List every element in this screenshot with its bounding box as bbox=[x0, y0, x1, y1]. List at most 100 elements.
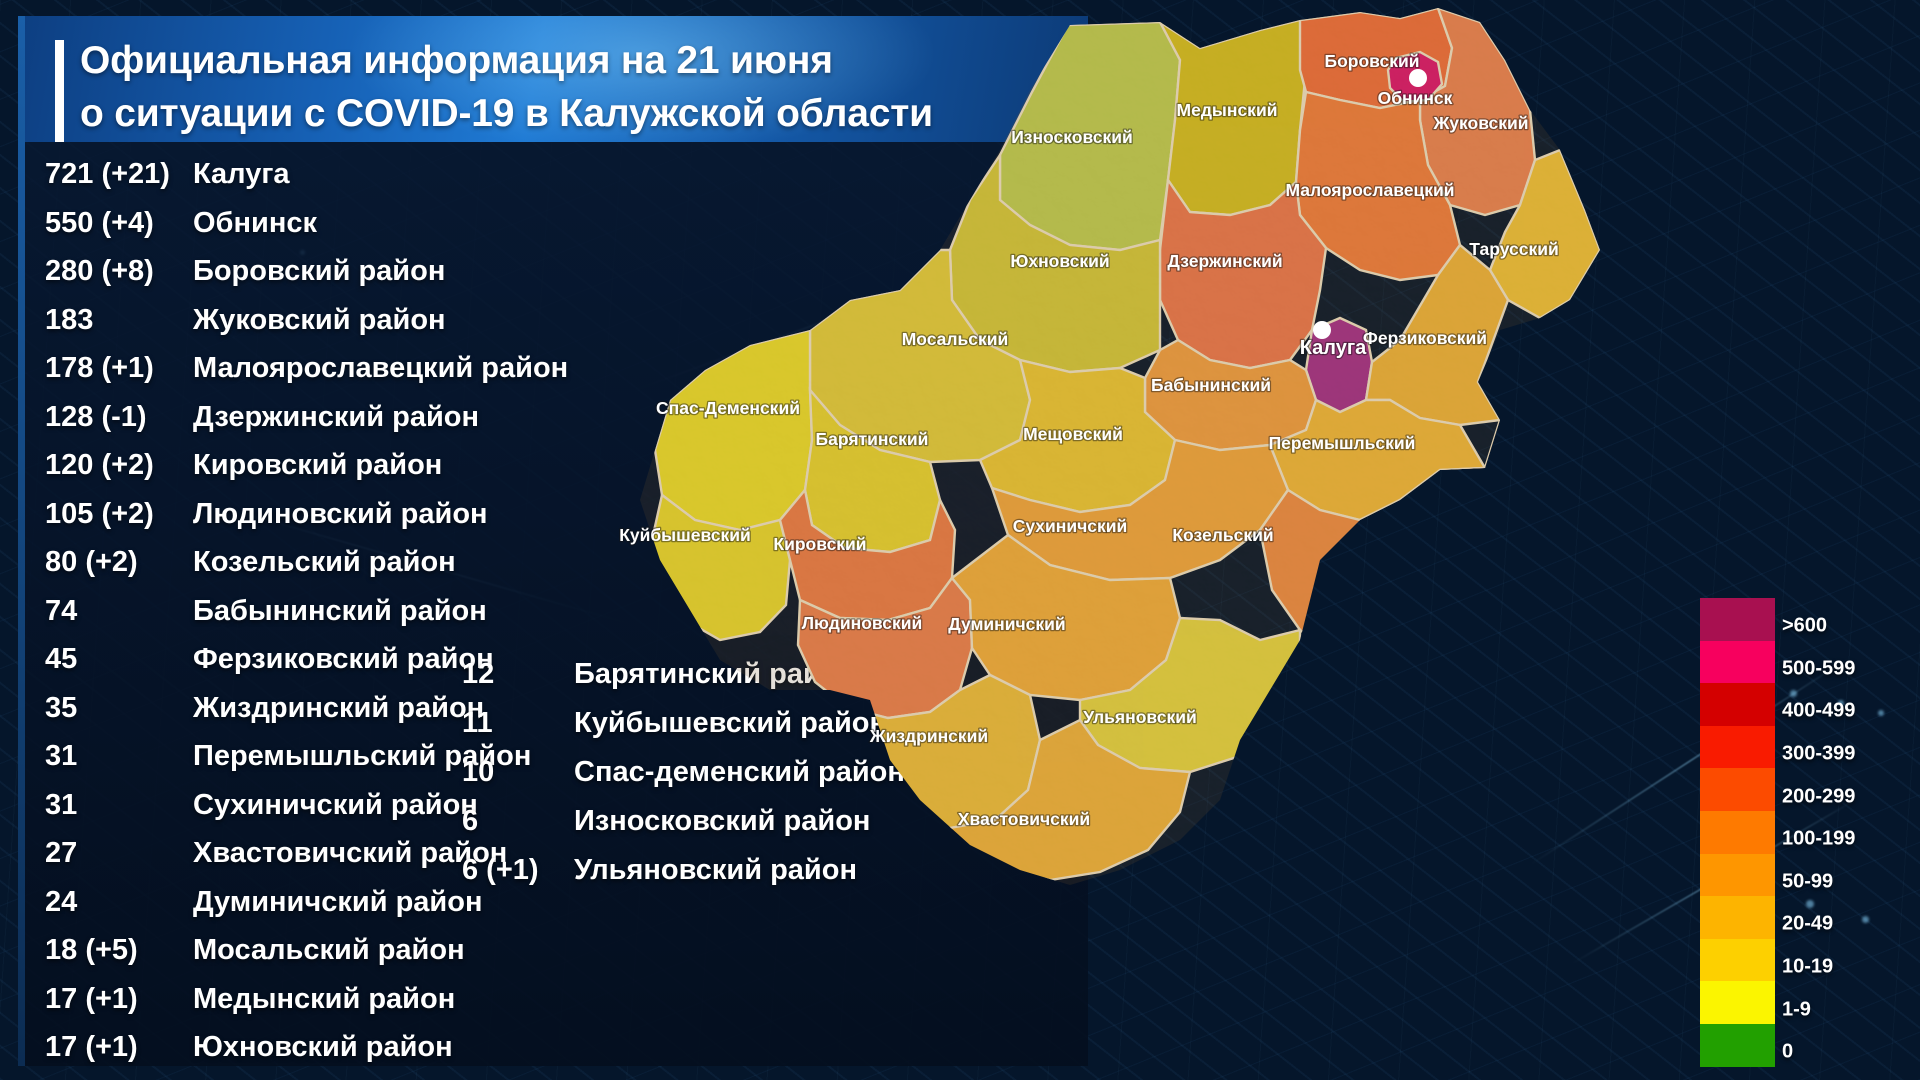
stats-count: 120 (+2) bbox=[45, 449, 154, 481]
stats-district-name: Ульяновский район bbox=[574, 854, 857, 886]
legend-row: 20-49 bbox=[1700, 896, 1900, 939]
stats-count: 6 (+1) bbox=[462, 854, 539, 886]
legend-row: 0 bbox=[1700, 1023, 1900, 1067]
stats-row: 80 (+2) Козельский район bbox=[45, 538, 565, 587]
legend-row: 10-19 bbox=[1700, 938, 1900, 982]
district-label: Перемышльский bbox=[1269, 433, 1416, 453]
stats-district-name: Козельский район bbox=[193, 546, 456, 578]
stats-district-name: Спас-деменский район bbox=[574, 756, 905, 788]
district-labels: Износковский Медынский Боровский Обнинск Жук… bbox=[618, 50, 1560, 831]
map-legend: >600 500-599 400-499 300-399 200-299 100-199 5… bbox=[1700, 598, 1900, 1070]
stats-count: 15 (+5) bbox=[45, 1072, 193, 1080]
city-markers bbox=[1313, 69, 1427, 339]
district-label: Жиздринский bbox=[869, 726, 988, 746]
panel-left-accent-bar bbox=[18, 16, 25, 1066]
stats-row: 6 (+1) Ульяновский район bbox=[462, 846, 1062, 895]
stats-count: 183 bbox=[45, 303, 94, 336]
legend-label: 400-499 bbox=[1782, 699, 1856, 722]
legend-label: 1-9 bbox=[1782, 998, 1811, 1021]
legend-color-swatch bbox=[1700, 768, 1775, 811]
legend-color-swatch bbox=[1700, 598, 1775, 641]
district-label: Людиновский bbox=[802, 613, 922, 633]
stats-district-name: Обнинск bbox=[193, 206, 317, 239]
legend-row: 300-399 bbox=[1700, 725, 1900, 769]
district-label: Спас-Деменский bbox=[656, 398, 800, 418]
stats-district-name: Жиздринский район bbox=[193, 691, 485, 724]
stats-row: 183 Жуковский район bbox=[45, 296, 565, 345]
stats-district-name: Думиничский район bbox=[193, 885, 483, 918]
stats-row: 74 Бабынинский район bbox=[45, 587, 565, 636]
stats-district-name: Жуковский район bbox=[193, 303, 446, 336]
stats-row: 31 Перемышльский район bbox=[45, 732, 565, 781]
stats-row: 24 Думиничский район bbox=[45, 878, 565, 927]
title-line-1: Официальная информация на 21 июня bbox=[80, 39, 833, 82]
stats-row: 11 Куйбышевский район bbox=[462, 699, 1062, 748]
legend-color-swatch bbox=[1700, 640, 1775, 684]
district-label: Барятинский bbox=[816, 429, 929, 449]
stats-district-name: Ферзиковский район bbox=[193, 643, 494, 675]
stats-row: 6 Износковский район bbox=[462, 797, 1062, 846]
stats-district-name: Износковский район bbox=[574, 805, 871, 837]
legend-color-swatch bbox=[1700, 725, 1775, 769]
district-label: Износковский bbox=[1011, 127, 1133, 147]
district-label: Сухиничский bbox=[1013, 516, 1128, 536]
legend-label: >600 bbox=[1782, 614, 1828, 637]
stats-count: 27 bbox=[45, 837, 78, 869]
stats-count: 31 bbox=[45, 740, 78, 772]
legend-label: 100-199 bbox=[1782, 827, 1856, 850]
stats-district-name: Сухиничский район bbox=[193, 788, 478, 821]
district-label: Хвастовичский bbox=[958, 809, 1090, 829]
legend-label: 200-299 bbox=[1782, 785, 1856, 808]
district-label: Куйбышевский bbox=[619, 525, 751, 545]
legend-label: 10-19 bbox=[1782, 955, 1834, 978]
stats-row: 105 (+2) Людиновский район bbox=[45, 490, 565, 539]
stats-count: 18 (+5) bbox=[45, 934, 138, 966]
stats-district-name: Боровский район bbox=[193, 255, 446, 287]
stats-row: 18 (+5) Мосальский район bbox=[45, 926, 565, 975]
legend-label: 0 bbox=[1782, 1040, 1794, 1063]
district-label: Медынский bbox=[1177, 100, 1278, 120]
stats-row: 45 Ферзиковский район bbox=[45, 635, 565, 684]
stats-row: 721 (+21) Калуга bbox=[45, 150, 565, 199]
district-label: Ульяновский bbox=[1083, 707, 1196, 727]
stats-row: 17 (+1) Медынский район bbox=[45, 975, 565, 1024]
stats-count: 550 (+4) bbox=[45, 206, 154, 239]
stats-count: 35 bbox=[45, 691, 78, 724]
stats-count: 31 bbox=[45, 788, 78, 821]
map-relief-shading bbox=[640, 8, 1600, 885]
district-label: Боровский bbox=[1325, 51, 1420, 71]
stats-row: 550 (+4) Обнинск bbox=[45, 199, 565, 248]
stats-district-name: Хвастовичский район bbox=[193, 837, 508, 869]
district-label: Ферзиковский bbox=[1363, 328, 1487, 348]
district-label: Дзержинский bbox=[1167, 251, 1282, 271]
stats-district-name: Кировский район bbox=[193, 449, 443, 481]
district-label: Козельский bbox=[1172, 525, 1273, 545]
stats-district-name: Бабынинский район bbox=[193, 594, 487, 627]
stats-count: 80 (+2) bbox=[45, 546, 138, 578]
legend-color-swatch bbox=[1700, 981, 1775, 1024]
district-label: Калуга bbox=[1300, 337, 1367, 359]
stats-count: 12 bbox=[462, 658, 495, 690]
stats-count: 24 bbox=[45, 885, 78, 918]
legend-color-swatch bbox=[1700, 938, 1775, 982]
stats-count: 10 bbox=[462, 756, 495, 788]
stats-row: 120 (+2) Кировский район bbox=[45, 441, 565, 490]
title-accent-bar bbox=[55, 40, 64, 142]
city-marker-dot bbox=[1313, 321, 1331, 339]
district-label: Бабынинский bbox=[1151, 375, 1271, 395]
stats-district-name: Людиновский район bbox=[193, 497, 488, 530]
legend-row: 500-599 bbox=[1700, 640, 1900, 684]
legend-row: 400-499 bbox=[1700, 683, 1900, 726]
stats-count: 74 bbox=[45, 594, 78, 627]
page-title: Официальная информация на 21 июня о ситу… bbox=[80, 34, 1088, 140]
district-label: Думиничский bbox=[948, 614, 1065, 634]
stats-count: 11 bbox=[462, 707, 493, 739]
legend-row: 100-199 bbox=[1700, 810, 1900, 854]
legend-row: 200-299 bbox=[1700, 768, 1900, 811]
stats-count: 178 (+1) bbox=[45, 352, 154, 384]
stats-count: 105 (+2) bbox=[45, 497, 154, 530]
district-label: Мосальский bbox=[902, 329, 1009, 349]
legend-color-swatch bbox=[1700, 683, 1775, 726]
stats-district-name: Мосальский район bbox=[193, 934, 465, 966]
stats-row: 128 (-1) Дзержинский район bbox=[45, 393, 565, 442]
